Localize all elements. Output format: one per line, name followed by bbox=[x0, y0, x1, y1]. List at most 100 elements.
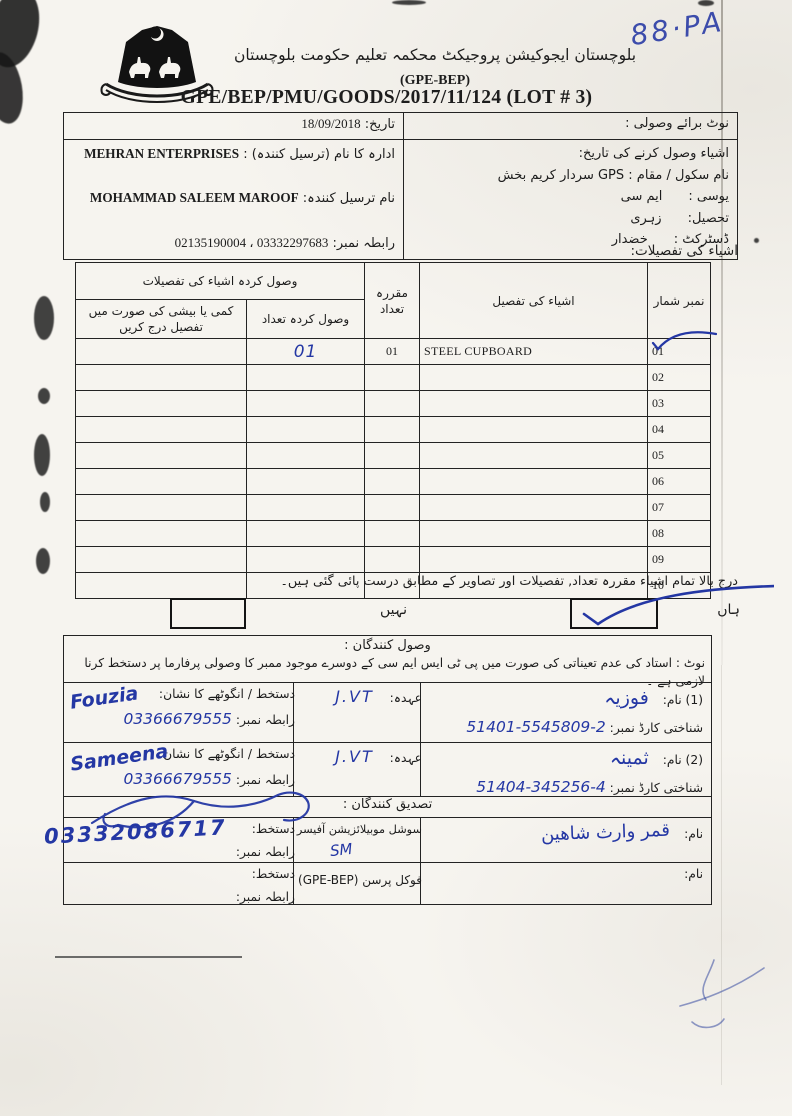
receivers-note: نوٹ : استاد کی عدم تعیناتی کی صورت میں پ… bbox=[84, 656, 705, 688]
receiver1-signature-cell: دستخط / انگوٹھے کا نشان: رابطہ نمبر: 033… bbox=[64, 682, 303, 742]
prescribed-qty-cell: 01 bbox=[364, 338, 421, 365]
goods-table: نمبر شمار اشیاء کی تفصیل مقررہ تعداد وصو… bbox=[74, 262, 712, 599]
receive-date-line: اشیاء وصول کرنے کی تاریخ: bbox=[578, 146, 729, 161]
signature-label: دستخط / انگوٹھے کا نشان: bbox=[158, 747, 295, 761]
name-label: نام: bbox=[684, 867, 703, 881]
contact-label: رابطہ نمبر: bbox=[235, 845, 295, 859]
verifier1-signature-cell: دستخط: رابطہ نمبر: bbox=[64, 818, 303, 862]
goods-row: 09 bbox=[74, 546, 712, 573]
verifier2-signature-cell: دستخط: رابطہ نمبر: bbox=[64, 863, 303, 904]
designation-label: عہدہ: bbox=[389, 751, 422, 765]
paper-fold-line bbox=[721, 0, 723, 665]
designation-label: عہدہ: bbox=[389, 691, 422, 705]
handwritten-tick-serial-01 bbox=[651, 331, 717, 351]
name-label: نام: bbox=[684, 827, 703, 841]
receiver2-name-cell: (2) نام: ثمینہ شناختی کارڈ نمبر: 51404-3… bbox=[420, 743, 711, 796]
receiver-row-1: (1) نام: فوزیہ شناختی کارڈ نمبر: 51401-5… bbox=[64, 682, 711, 742]
supplier-org-line: ادارہ کا نام (ترسیل کنندہ) : MEHRAN ENTE… bbox=[84, 146, 395, 162]
scan-artifact bbox=[34, 296, 54, 340]
verifier-row-1: نام: قمر وارث شاھین سوشل موبیلائزیشن آفی… bbox=[64, 817, 711, 862]
handwritten-name: ثمینہ bbox=[609, 747, 649, 769]
verifiers-title: تصدیق کنندگان : bbox=[342, 797, 433, 812]
program-abbreviation: (GPE-BEP) bbox=[400, 73, 470, 88]
handwritten-phone: 03366679555 bbox=[123, 710, 232, 728]
handwritten-yes-checkmark bbox=[582, 584, 774, 626]
supplier-name-line: نام ترسیل کنندہ: MOHAMMAD SALEEM MAROOF bbox=[89, 189, 395, 206]
signature-scribble-verifier bbox=[90, 791, 310, 829]
stray-pen-marks bbox=[679, 959, 765, 1029]
goods-row: 05 bbox=[74, 442, 712, 469]
verifier2-designation-cell: فوکل پرسن (GPE-BEP) bbox=[293, 863, 430, 904]
scan-artifact bbox=[36, 548, 50, 574]
receiver1-designation-cell: عہدہ: J.VT bbox=[293, 683, 430, 742]
signature-label: دستخط: bbox=[251, 822, 295, 836]
receiver2-designation-cell: عہدہ: J.VT bbox=[293, 743, 430, 796]
designation-title: فوکل پرسن (GPE-BEP) bbox=[298, 873, 422, 887]
scan-artifact bbox=[40, 492, 50, 512]
receivers-header: وصول کنندگان : نوٹ : استاد کی عدم تعینات… bbox=[64, 636, 711, 688]
details-cell: STEEL CUPBOARD bbox=[419, 338, 649, 365]
handwritten-initials: SM bbox=[328, 839, 353, 861]
confirmation-statement: درج بالا تمام اشیاء مقررہ تعداد, تفصیلات… bbox=[280, 574, 738, 589]
name-label: (1) نام: bbox=[662, 693, 703, 707]
school-line: نام سکول / مقام : GPS سردار کریم بخش bbox=[497, 167, 729, 183]
cnic-label: شناختی کارڈ نمبر: bbox=[609, 781, 703, 795]
district-line: ڈسٹرکٹ :خضدار bbox=[611, 232, 729, 247]
verifier1-designation-cell: سوشل موبیلائزیشن آفیسر SM bbox=[293, 818, 430, 862]
supplier-contact-line: رابطہ نمبر: 02135190004 ، 03332297683 bbox=[174, 235, 395, 251]
tehsil-line: تحصیل:زہری bbox=[630, 210, 729, 226]
goods-row: 07 bbox=[74, 494, 712, 521]
handwritten-designation: J.VT bbox=[335, 687, 374, 706]
no-label: نہیں bbox=[380, 602, 407, 618]
col-header-remarks: کمی یا بیشی کی صورت میں تفصیل درج کریں bbox=[74, 299, 248, 339]
received-qty-cell: 01 bbox=[246, 338, 366, 365]
receiver1-name-cell: (1) نام: فوزیہ شناختی کارڈ نمبر: 51401-5… bbox=[420, 683, 711, 742]
col-header-serial: نمبر شمار bbox=[647, 262, 712, 339]
goods-row: 02 bbox=[74, 364, 712, 391]
balochistan-government-emblem-logo bbox=[100, 26, 214, 103]
col-header-received-group: وصول کردہ اشیاء کی تفصیلات bbox=[74, 262, 366, 300]
no-checkbox[interactable] bbox=[170, 598, 246, 629]
scan-artifact bbox=[34, 434, 50, 476]
consignment-info-table: نوٹ برائے وصولی : تاریخ: 18/09/2018 اشیا… bbox=[63, 112, 738, 260]
goods-row: 03 bbox=[74, 390, 712, 417]
cnic-label: شناختی کارڈ نمبر: bbox=[609, 721, 703, 735]
scan-artifact bbox=[0, 49, 28, 127]
goods-section-label: اشیاء کی تفصیلات: bbox=[630, 243, 738, 259]
verifier2-name-cell: نام: bbox=[420, 863, 711, 904]
supplier-info-cell: ادارہ کا نام (ترسیل کنندہ) : MEHRAN ENTE… bbox=[63, 139, 404, 260]
handwritten-phone: 03366679555 bbox=[123, 770, 232, 788]
verifier-row-2: نام: فوکل پرسن (GPE-BEP) دستخط: رابطہ نم… bbox=[64, 862, 711, 904]
date-value: 18/09/2018 bbox=[301, 116, 361, 131]
scan-artifact bbox=[392, 0, 426, 5]
signature-label: دستخط / انگوٹھے کا نشان: bbox=[158, 687, 295, 701]
date-label: تاریخ: bbox=[364, 117, 395, 132]
date-cell: تاریخ: 18/09/2018 bbox=[63, 112, 404, 140]
scan-artifact bbox=[0, 0, 47, 73]
verifier1-name-cell: نام: قمر وارث شاھین bbox=[420, 818, 711, 862]
handwritten-received-qty: 01 bbox=[293, 341, 318, 362]
receipt-note-cell: نوٹ برائے وصولی : bbox=[403, 112, 738, 140]
col-header-received-qty: وصول کردہ تعداد bbox=[246, 299, 366, 339]
receiver-row-2: (2) نام: ثمینہ شناختی کارڈ نمبر: 51404-3… bbox=[64, 740, 711, 796]
signature-label: دستخط: bbox=[251, 867, 295, 881]
yes-label: ہاں bbox=[717, 602, 740, 618]
contact-label: رابطہ نمبر: bbox=[235, 890, 295, 904]
goods-row: 10 bbox=[74, 572, 712, 599]
scan-artifact bbox=[754, 238, 759, 243]
document-reference-number: GPE/BEP/PMU/GOODS/2017/11/124 (LOT # 3) bbox=[180, 87, 593, 108]
verifiers-header: تصدیق کنندگان : bbox=[64, 796, 711, 817]
yes-checkbox[interactable] bbox=[570, 598, 658, 629]
designation-title: سوشل موبیلائزیشن آفیسر bbox=[296, 823, 422, 836]
handwritten-name: قمر وارث شاھین bbox=[540, 819, 671, 846]
handwritten-designation: J.VT bbox=[335, 747, 374, 766]
handwritten-cnic: 51401-5545809-2 bbox=[466, 718, 606, 736]
remarks-cell bbox=[74, 338, 248, 365]
org-title-urdu: بلوچستان ایجوکیشن پروجیکٹ محکمہ تعلیم حک… bbox=[233, 46, 637, 64]
col-header-prescribed-qty: مقررہ تعداد bbox=[364, 262, 421, 339]
name-label: (2) نام: bbox=[662, 753, 703, 767]
goods-row: 06 bbox=[74, 468, 712, 495]
stray-line-artifact bbox=[55, 956, 242, 958]
handwritten-cnic: 51404-345256-4 bbox=[476, 778, 606, 796]
